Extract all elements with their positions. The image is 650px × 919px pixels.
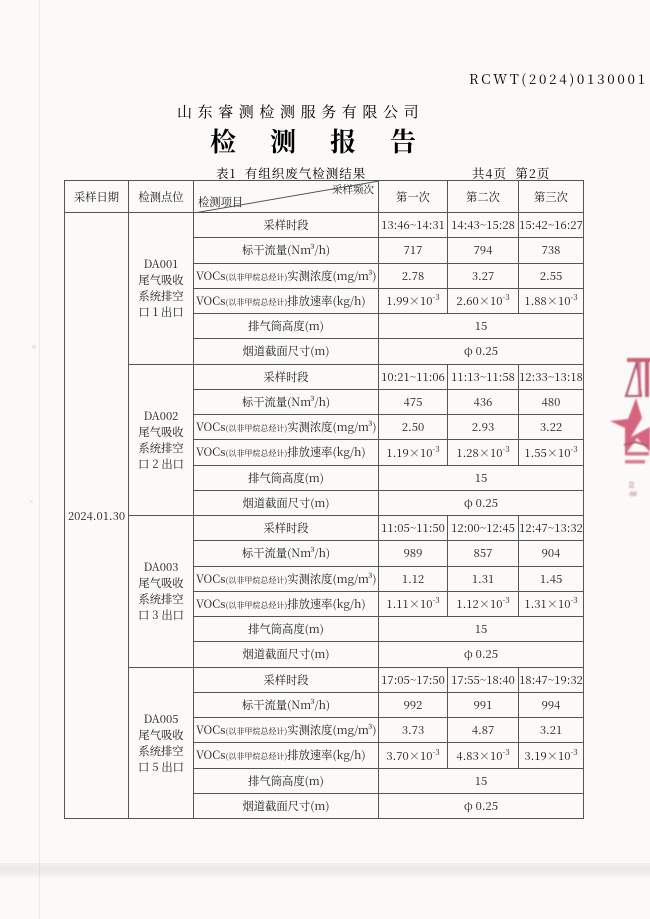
svg-text:-88: -88	[628, 492, 637, 498]
svg-text:立: 立	[628, 480, 635, 489]
